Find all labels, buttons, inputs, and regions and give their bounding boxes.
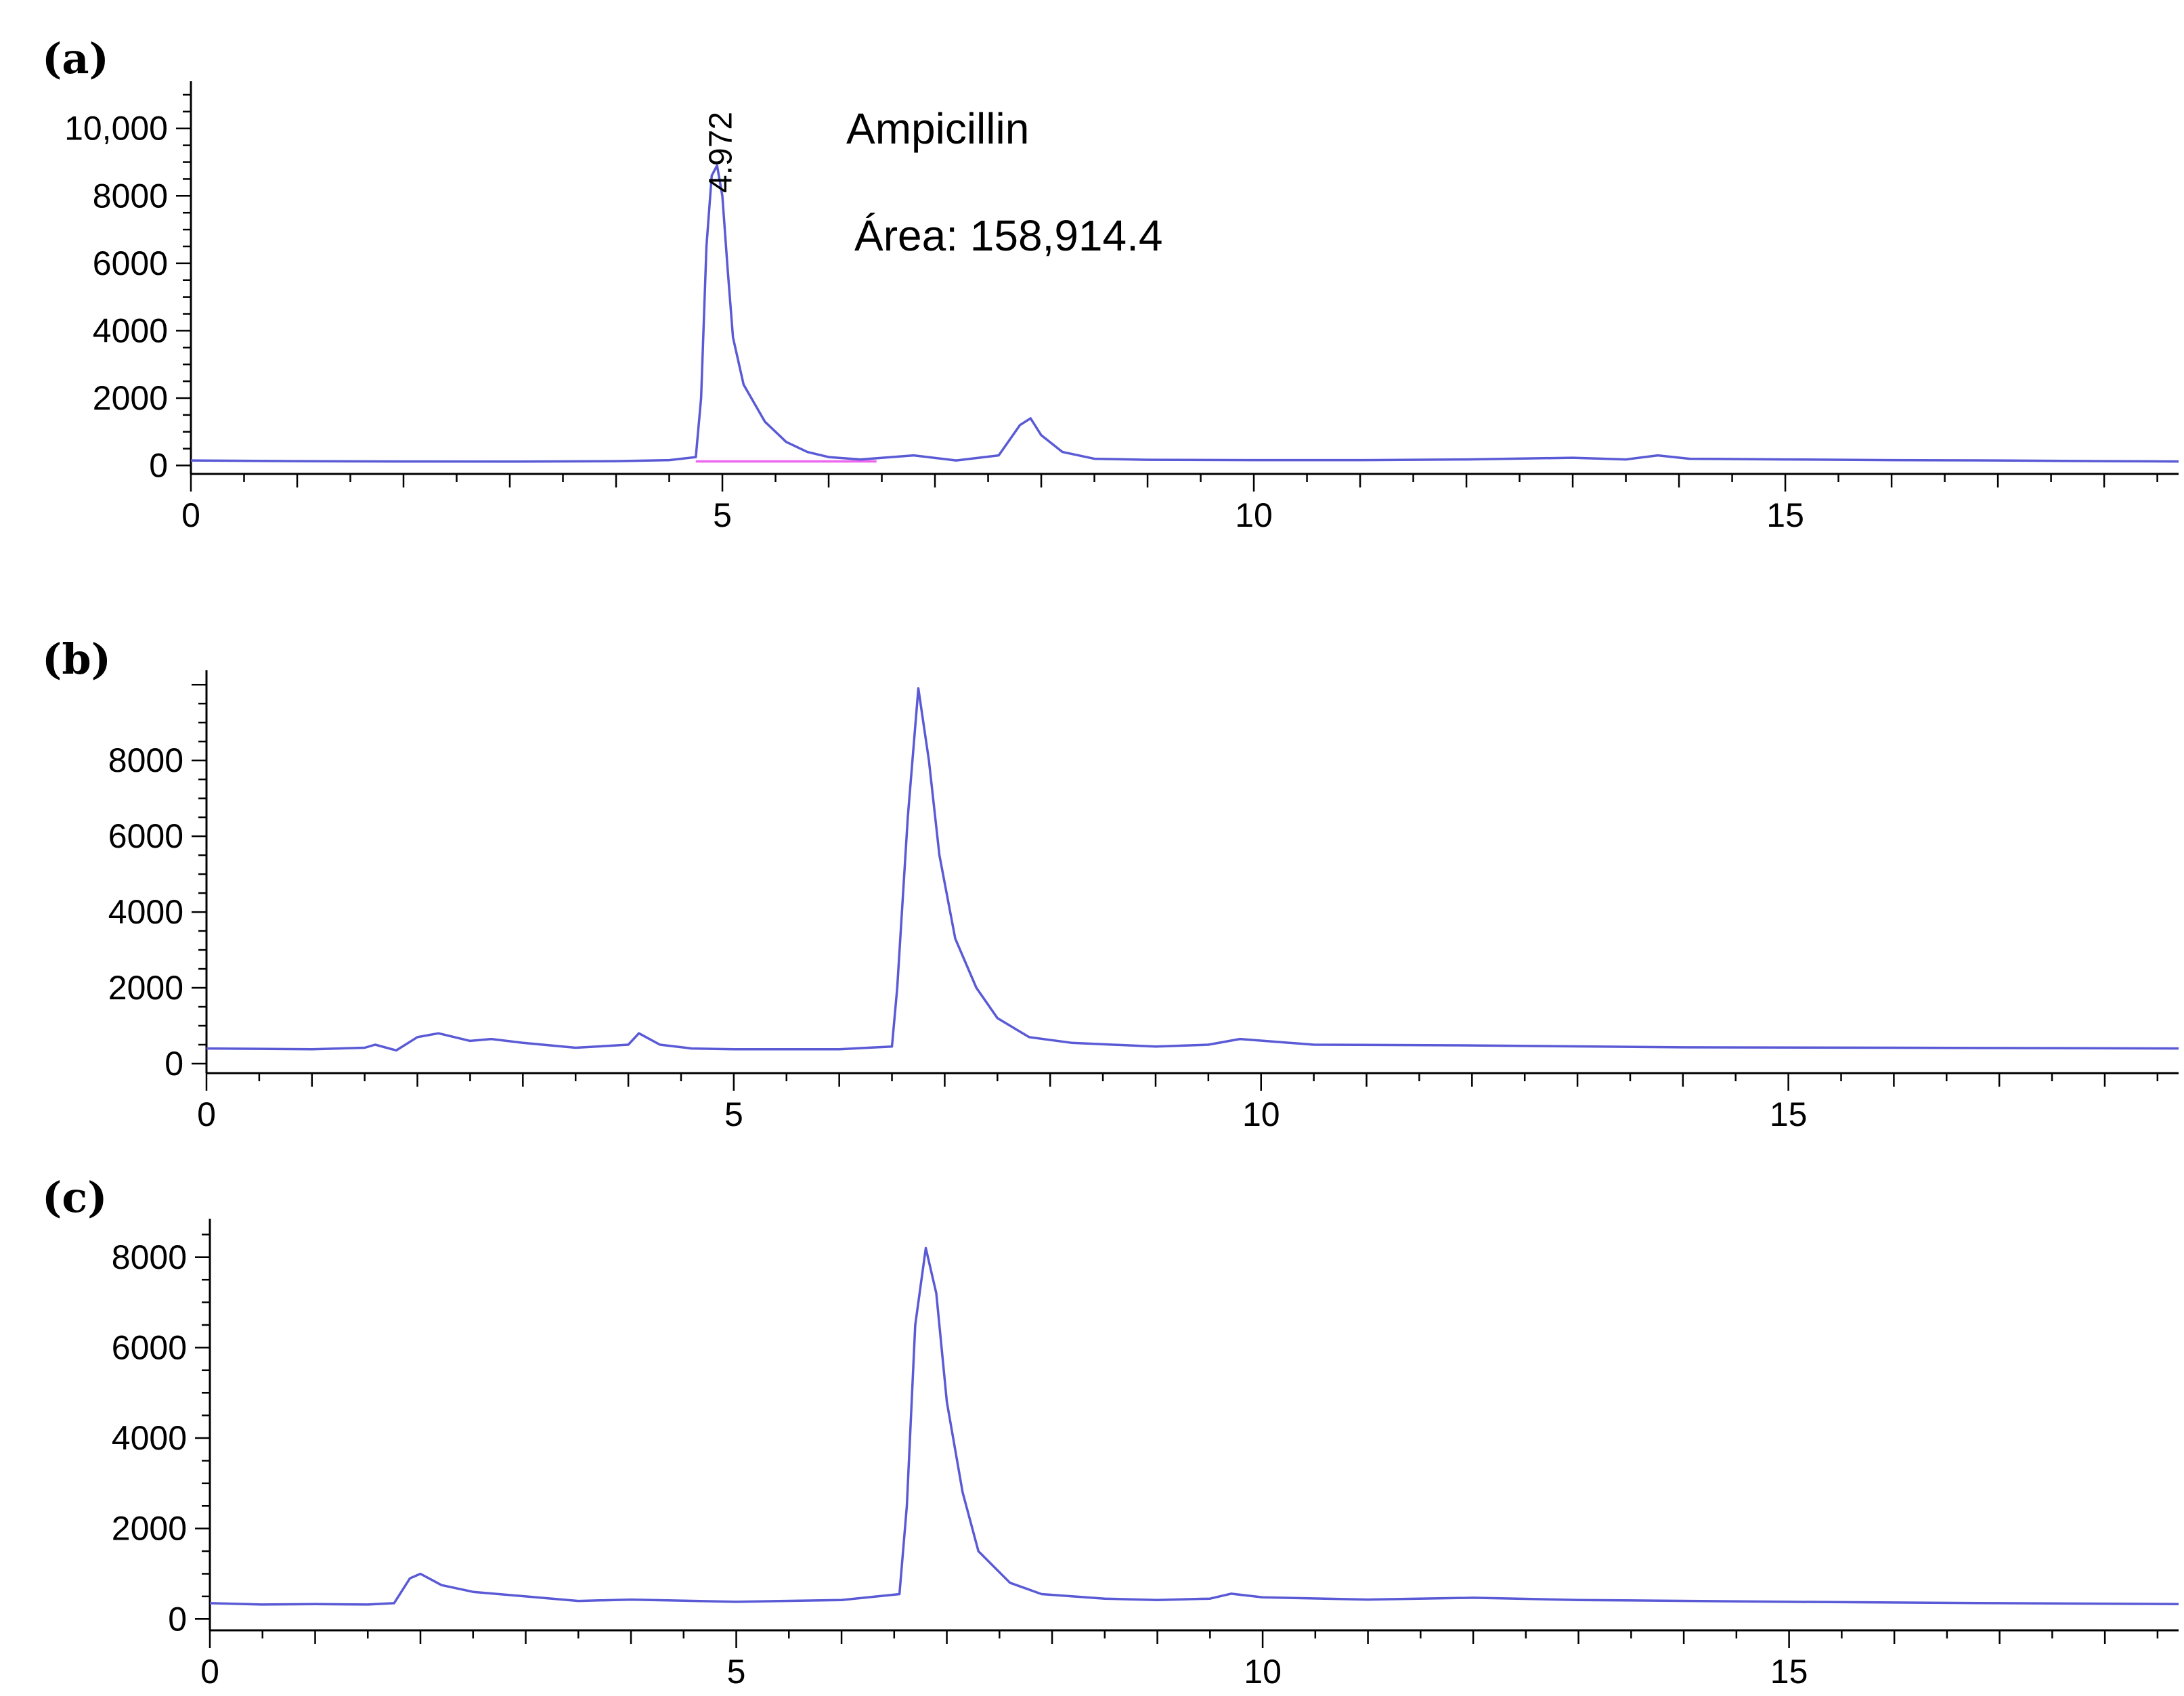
panel-a: (a) 0 5 10 15 0 2000 4000 6000 8000 10,000 4.972 Amp… xyxy=(42,34,2179,534)
x-tick-label: 5 xyxy=(724,1095,743,1133)
x-tick-label: 5 xyxy=(727,1653,746,1691)
panel-label: (a) xyxy=(42,34,109,83)
chromatogram-trace xyxy=(190,164,2179,463)
chromatogram-trace xyxy=(209,1246,2179,1606)
x-tick-label: 15 xyxy=(1766,496,1804,534)
compound-name: Ampicillin xyxy=(846,104,1029,153)
y-tick-label: 8000 xyxy=(112,1238,187,1276)
peak-area: Área: 158,914.4 xyxy=(854,211,1162,260)
panel-c: (c) 0 5 10 15 0 2000 4000 6000 8000 xyxy=(42,1173,2179,1691)
x-tick-label: 5 xyxy=(713,496,732,534)
panel-label: (c) xyxy=(42,1173,107,1222)
y-tick-label: 6000 xyxy=(112,1328,187,1366)
y-tick-label: 10,000 xyxy=(64,110,168,148)
x-tick-label: 0 xyxy=(197,1095,216,1133)
panel-b: (b) 0 5 10 15 0 2000 4000 6000 8000 xyxy=(42,634,2179,1133)
y-tick-label: 6000 xyxy=(93,244,168,282)
y-tick-label: 2000 xyxy=(108,969,183,1007)
y-tick-label: 4000 xyxy=(108,893,183,931)
y-tick-label: 4000 xyxy=(112,1419,187,1457)
x-tick-label: 10 xyxy=(1242,1095,1280,1133)
y-tick-label: 2000 xyxy=(93,379,168,417)
panel-label: (b) xyxy=(42,634,111,684)
x-tick-label: 0 xyxy=(181,496,200,534)
x-tick-label: 10 xyxy=(1235,496,1273,534)
y-tick-label: 6000 xyxy=(108,817,183,855)
y-tick-label: 0 xyxy=(165,1045,183,1083)
x-tick-label: 0 xyxy=(200,1653,219,1691)
y-tick-label: 2000 xyxy=(112,1510,187,1548)
x-tick-label: 15 xyxy=(1770,1095,1808,1133)
x-tick-label: 10 xyxy=(1244,1653,1282,1691)
y-tick-label: 8000 xyxy=(108,741,183,779)
chromatogram-trace xyxy=(206,687,2179,1052)
x-tick-label: 15 xyxy=(1770,1653,1808,1691)
peak-retention-label: 4.972 xyxy=(703,112,739,193)
y-tick-label: 0 xyxy=(149,447,168,485)
y-tick-label: 0 xyxy=(168,1600,187,1638)
y-tick-label: 4000 xyxy=(93,311,168,349)
y-tick-label: 8000 xyxy=(93,177,168,215)
